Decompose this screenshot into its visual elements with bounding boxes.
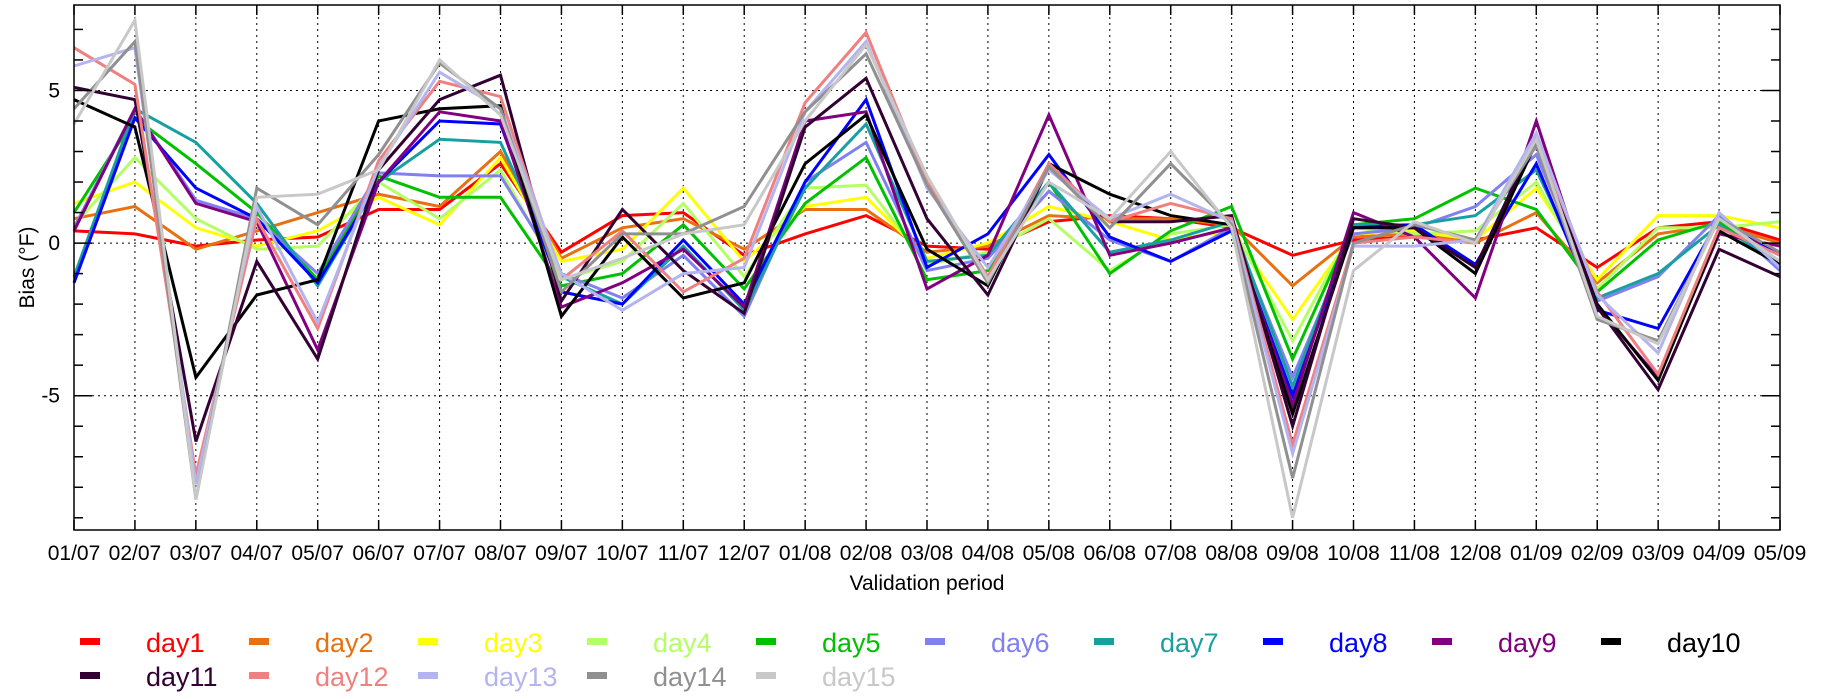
legend-swatch-day5 — [756, 638, 776, 645]
x-tick-label: 05/07 — [291, 542, 344, 565]
x-tick-label: 06/08 — [1084, 542, 1137, 565]
legend-label-day11: day11 — [146, 662, 218, 692]
legend-label-day6: day6 — [991, 628, 1050, 658]
y-axis-title: Bias (°F) — [16, 227, 39, 309]
series-line-day11 — [73, 73, 1781, 442]
legend-swatch-day12 — [249, 672, 269, 679]
plot-frame — [73, 4, 1781, 531]
x-tick-label: 12/08 — [1449, 542, 1502, 565]
x-tick-label: 11/07 — [658, 542, 709, 565]
legend: day1 day2 day3 day4 day5 day6 day7 day8 day9 day1… — [80, 628, 1741, 692]
y-tick-label: 0 — [48, 232, 60, 255]
x-tick-label: 04/07 — [231, 542, 284, 565]
x-tick-label: 05/08 — [1023, 542, 1076, 565]
legend-label-day14: day14 — [653, 662, 727, 692]
x-tick-label: 09/08 — [1266, 542, 1319, 565]
legend-swatch-day8 — [1263, 638, 1283, 645]
legend-label-day4: day4 — [653, 628, 712, 658]
legend-swatch-day15 — [756, 672, 776, 679]
x-tick-label: 01/08 — [779, 542, 832, 565]
x-tick-label: 02/09 — [1571, 542, 1624, 565]
legend-label-day10: day10 — [1667, 628, 1741, 658]
x-tick-label: 10/08 — [1327, 542, 1380, 565]
x-tick-label: 11/08 — [1389, 542, 1440, 565]
x-tick-label: 06/07 — [352, 542, 405, 565]
legend-label-day1: day1 — [146, 628, 205, 658]
legend-label-day3: day3 — [484, 628, 543, 658]
legend-label-day15: day15 — [822, 662, 896, 692]
tick-labels: 01/07 02/07 03/07 04/07 05/07 06/07 07/07 08/07… — [41, 79, 1806, 565]
legend-label-day12: day12 — [315, 662, 389, 692]
x-axis-title: Validation period — [850, 572, 1005, 595]
x-tick-label: 04/08 — [962, 542, 1015, 565]
legend-swatch-day3 — [418, 638, 438, 645]
legend-swatch-day4 — [587, 638, 607, 645]
legend-swatch-day1 — [80, 638, 100, 645]
legend-label-day7: day7 — [1160, 628, 1219, 658]
legend-swatch-day11 — [80, 672, 100, 679]
x-tick-label: 02/07 — [109, 542, 162, 565]
series-line-day15 — [72, 15, 1781, 519]
x-tick-label: 04/09 — [1693, 542, 1746, 565]
legend-label-day8: day8 — [1329, 628, 1388, 658]
x-tick-label: 09/07 — [535, 542, 588, 565]
legend-label-day13: day13 — [484, 662, 558, 692]
y-tick-label: -5 — [41, 385, 60, 408]
series-line-day13 — [73, 38, 1782, 485]
legend-swatch-day2 — [249, 638, 269, 645]
x-tick-label: 12/07 — [718, 542, 771, 565]
x-tick-label: 01/07 — [48, 542, 101, 565]
legend-swatch-day9 — [1432, 638, 1452, 645]
x-tick-label: 10/07 — [596, 542, 649, 565]
series-line-day5 — [72, 115, 1781, 363]
x-tick-label: 03/07 — [170, 542, 223, 565]
legend-swatch-day14 — [587, 672, 607, 679]
legend-label-day2: day2 — [315, 628, 374, 658]
legend-swatch-day10 — [1601, 638, 1621, 645]
x-tick-label: 03/09 — [1632, 542, 1685, 565]
legend-label-day5: day5 — [822, 628, 881, 658]
legend-swatch-day7 — [1094, 638, 1114, 645]
legend-swatch-day13 — [418, 672, 438, 679]
x-tick-label: 08/08 — [1205, 542, 1258, 565]
x-tick-label: 03/08 — [901, 542, 954, 565]
x-tick-label: 02/08 — [840, 542, 893, 565]
x-tick-label: 05/09 — [1754, 542, 1807, 565]
grid-lines — [74, 5, 1780, 530]
y-tick-label: 5 — [48, 79, 60, 102]
x-tick-label: 07/08 — [1144, 542, 1197, 565]
legend-label-day9: day9 — [1498, 628, 1557, 658]
series-line-day10 — [73, 98, 1781, 419]
x-tick-label: 07/07 — [413, 542, 466, 565]
series-line-day6 — [72, 105, 1782, 382]
series-line-day9 — [72, 105, 1781, 410]
series-lines — [72, 15, 1782, 519]
x-tick-label: 01/09 — [1510, 542, 1563, 565]
legend-swatch-day6 — [925, 638, 945, 645]
x-tick-label: 08/07 — [474, 542, 527, 565]
